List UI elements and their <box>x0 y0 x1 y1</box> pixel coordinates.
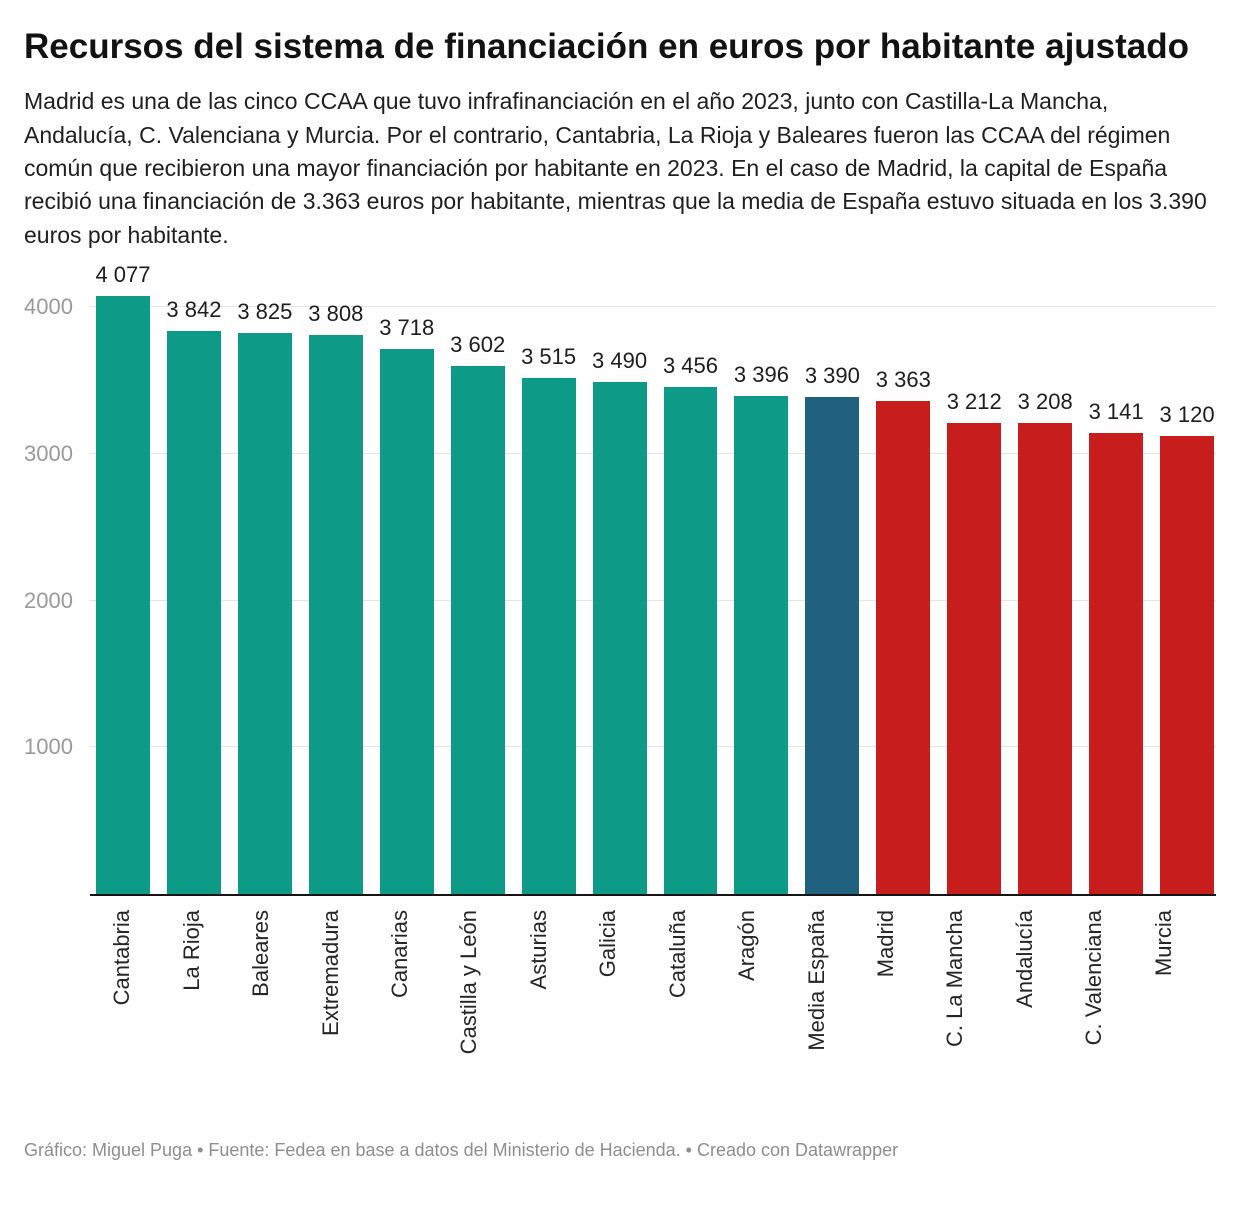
x-axis-label-cell: Murcia <box>1138 910 1190 1114</box>
gridline <box>90 453 1216 454</box>
x-axis-category-label: C. La Mancha <box>942 910 968 1047</box>
x-axis-label-cell: Castilla y León <box>443 910 495 1114</box>
x-axis-category-label: Castilla y León <box>456 910 482 1055</box>
bar-column: 3 808 <box>308 296 364 895</box>
bar-value-label: 3 842 <box>166 296 222 322</box>
bar-value-label: 3 515 <box>521 344 577 370</box>
x-axis-category-label: Aragón <box>734 910 760 981</box>
bar[interactable] <box>947 422 1002 895</box>
bar-value-label: 3 363 <box>875 366 931 392</box>
bar-column: 3 515 <box>521 296 577 895</box>
x-axis-label-cell: Baleares <box>235 910 287 1114</box>
bar-value-label: 3 825 <box>237 298 293 324</box>
x-axis-category-label: Canarias <box>386 910 412 999</box>
bar-column: 3 141 <box>1088 296 1144 895</box>
bar[interactable] <box>805 396 860 895</box>
bar[interactable] <box>876 400 931 895</box>
gridline <box>90 599 1216 601</box>
bar[interactable] <box>663 387 718 895</box>
bar-column: 3 825 <box>237 296 293 895</box>
bar-column: 3 363 <box>875 296 931 895</box>
bar-value-label: 3 120 <box>1159 402 1215 428</box>
x-axis-labels: Cantabria La Rioja Baleares Extremadura Cana… <box>96 896 1190 1114</box>
x-axis-category-label: Andalucía <box>1011 910 1037 1008</box>
y-axis-tick-label: 4000 <box>24 294 73 320</box>
bar[interactable] <box>237 332 292 895</box>
x-axis-label-cell: Galicia <box>582 910 634 1114</box>
bar-column: 3 490 <box>592 296 648 895</box>
bar[interactable] <box>1018 423 1073 895</box>
bars-group: 4 077 3 842 3 825 3 808 3 718 3 602 3 515 3 490… <box>95 264 1215 895</box>
x-axis-label-cell: La Rioja <box>165 910 217 1114</box>
bar-value-label: 3 456 <box>662 353 718 379</box>
x-axis-label-cell: C. Valenciana <box>1068 910 1120 1114</box>
bar-value-label: 3 602 <box>450 331 506 357</box>
bar-column: 3 456 <box>662 296 718 895</box>
y-axis-tick-label: 1000 <box>24 734 73 760</box>
x-axis-category-label: C. Valenciana <box>1081 910 1107 1046</box>
bar-value-label: 3 208 <box>1017 389 1073 415</box>
x-axis-label-cell: Extremadura <box>304 910 356 1114</box>
bar-column: 3 120 <box>1159 296 1215 895</box>
bar-column: 3 212 <box>946 296 1002 895</box>
plot-wrapper: 1000 2000 3000 4000 4 077 3 842 3 825 3 808 3 7… <box>24 264 1216 897</box>
bar-value-label: 3 212 <box>946 388 1002 414</box>
bar[interactable] <box>450 365 505 895</box>
x-axis-label-cell: Cantabria <box>96 910 148 1114</box>
gridline <box>90 746 1216 748</box>
bar-column: 3 602 <box>450 296 506 895</box>
plot-area: 1000 2000 3000 4000 4 077 3 842 3 825 3 808 3 7… <box>24 264 1216 897</box>
chart-title: Recursos del sistema de financiación en … <box>24 27 1190 66</box>
bar[interactable] <box>166 330 221 895</box>
chart-card: Recursos del sistema de financiación en … <box>24 27 1216 1114</box>
x-axis-category-label: Asturias <box>525 910 551 990</box>
bar[interactable] <box>521 378 576 895</box>
bar-value-label: 3 390 <box>804 362 860 388</box>
x-axis-category-label: Media España <box>803 910 829 1051</box>
bar-column: 3 718 <box>379 296 435 895</box>
y-axis: 1000 2000 3000 4000 <box>24 296 84 894</box>
x-axis-label-cell: Aragón <box>721 910 773 1114</box>
x-axis-category-label: Galicia <box>595 910 621 978</box>
bar-column: 3 396 <box>733 296 789 895</box>
chart-description: Madrid es una de las cinco CCAA que tuvo… <box>24 88 1207 248</box>
x-axis-category-label: Extremadura <box>317 910 343 1036</box>
y-axis-tick-label: 2000 <box>24 587 73 613</box>
bar[interactable] <box>1089 433 1144 895</box>
bar[interactable] <box>592 382 647 895</box>
bar-column: 3 842 <box>166 296 222 895</box>
x-axis-category-label: La Rioja <box>178 910 204 991</box>
x-axis-label-cell: Cataluña <box>652 910 704 1114</box>
x-axis-category-label: Cataluña <box>664 910 690 999</box>
bar[interactable] <box>734 395 789 895</box>
bar-value-label: 3 141 <box>1088 399 1144 425</box>
bar[interactable] <box>308 335 363 895</box>
x-axis-label-cell: Media España <box>790 910 842 1114</box>
bar[interactable] <box>379 348 434 895</box>
x-axis-category-label: Murcia <box>1150 910 1176 977</box>
x-axis-label-cell: Andalucía <box>999 910 1051 1114</box>
bar-value-label: 3 808 <box>308 301 364 327</box>
bar[interactable] <box>1160 436 1214 895</box>
y-axis-tick-label: 3000 <box>24 441 73 466</box>
x-axis-label-cell: Asturias <box>513 910 565 1114</box>
x-axis-category-label: Baleares <box>248 910 274 997</box>
x-axis-category-label: Cantabria <box>109 910 135 1006</box>
gridline <box>90 306 1216 308</box>
x-axis-label-cell: Madrid <box>860 910 912 1114</box>
bar-value-label: 3 396 <box>733 361 789 387</box>
x-axis-label-cell: Canarias <box>374 910 426 1114</box>
bar-value-label: 4 077 <box>95 262 151 288</box>
bar-value-label: 3 490 <box>592 348 648 374</box>
chart-footer: Gráfico: Miguel Puga • Fuente: Fedea en … <box>24 1140 899 1161</box>
bar-column: 3 208 <box>1017 296 1073 895</box>
x-axis-label-cell: C. La Mancha <box>929 910 981 1114</box>
bar[interactable] <box>96 296 150 895</box>
bar-column: 4 077 <box>95 264 151 895</box>
bar-chart: 1000 2000 3000 4000 4 077 3 842 3 825 3 808 3 7… <box>24 264 1216 1114</box>
bar-value-label: 3 718 <box>379 314 435 340</box>
bar-column: 3 390 <box>804 296 860 895</box>
x-axis-category-label: Madrid <box>873 910 899 978</box>
